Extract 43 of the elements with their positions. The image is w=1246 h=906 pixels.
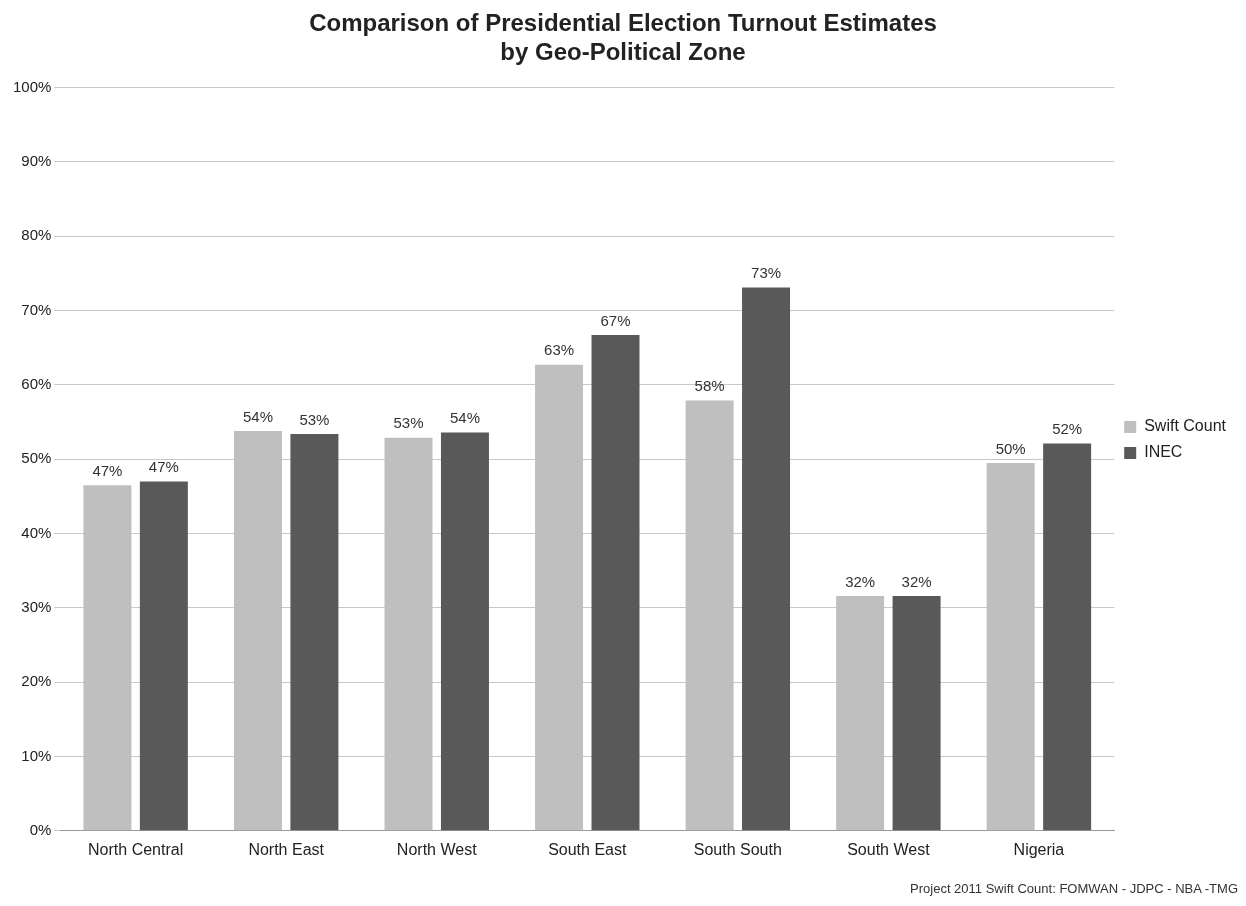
data-label: 52% — [1052, 420, 1083, 438]
y-tick-label: 0% — [29, 820, 52, 838]
bar — [1043, 443, 1092, 831]
y-tick-label: 80% — [21, 226, 52, 244]
bar — [742, 287, 791, 831]
bar — [290, 433, 339, 831]
y-tick-label: 100% — [12, 77, 52, 95]
bar — [591, 335, 640, 831]
data-label: 63% — [544, 341, 575, 359]
legend-label: Swift Count — [1144, 417, 1227, 435]
text: Project 2011 Swift Count: FOMWAN - JDPC - NBA -TMG — [910, 881, 1238, 896]
data-label: 53% — [393, 414, 424, 432]
y-tick-label: 50% — [21, 449, 52, 467]
y-tick-label: 70% — [21, 300, 52, 318]
data-label: 54% — [449, 409, 480, 427]
y-tick-label: 40% — [21, 523, 52, 541]
y-tick-label: 30% — [21, 597, 52, 615]
legend-label: INEC — [1144, 443, 1183, 461]
data-label: 50% — [995, 439, 1026, 457]
data-label: 58% — [694, 377, 725, 395]
data-label: 47% — [148, 458, 179, 476]
x-tick-label: North Central — [88, 840, 184, 858]
chart-title: Comparison of Presidential Election Turnout Estimates by Geo-Political Zone — [309, 9, 937, 65]
data-label: 67% — [600, 311, 631, 329]
data-label: 32% — [901, 572, 932, 590]
x-tick-label: South West — [847, 840, 931, 858]
x-tick-label: North West — [396, 840, 478, 858]
bar — [440, 432, 489, 831]
y-tick-label: 90% — [21, 152, 52, 170]
x-tick-label: South East — [548, 840, 627, 858]
data-label: 73% — [751, 264, 782, 282]
bar — [892, 595, 941, 831]
x-tick-label: North East — [248, 840, 325, 858]
y-tick-label: 60% — [21, 375, 52, 393]
x-tick-label: Nigeria — [1013, 840, 1065, 858]
bar — [139, 481, 188, 831]
y-tick-label: 10% — [21, 746, 52, 764]
data-label: 47% — [92, 461, 123, 479]
data-label: 53% — [299, 410, 330, 428]
data-label: 54% — [242, 407, 273, 425]
data-label: 32% — [845, 572, 876, 590]
y-tick-label: 20% — [21, 672, 52, 690]
x-tick-label: South South — [693, 840, 782, 858]
